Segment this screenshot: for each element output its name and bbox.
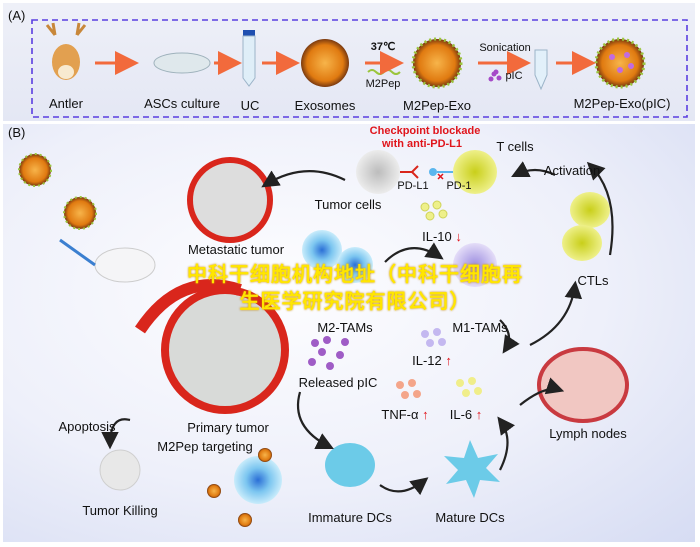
m2pep-label: M2Pep bbox=[365, 78, 401, 90]
il12-label: IL-12 ↑ bbox=[412, 354, 452, 367]
tnf-label: TNF-α ↑ bbox=[381, 408, 428, 421]
metastatic-tumor-label: Metastatic tumor bbox=[187, 242, 285, 257]
exosome-icon bbox=[301, 39, 349, 87]
il12-text: IL-12 bbox=[412, 353, 442, 368]
exosome-icon bbox=[207, 484, 221, 498]
petri-dish-icon bbox=[153, 52, 211, 74]
apoptosis-label: Apoptosis bbox=[58, 419, 116, 434]
lymph-nodes-label: Lymph nodes bbox=[549, 426, 627, 441]
increase-arrow-icon: ↑ bbox=[422, 407, 429, 422]
lymph-node-icon bbox=[537, 347, 629, 423]
m2pep-exo-pic-icon bbox=[594, 37, 646, 89]
syringe-icon bbox=[59, 238, 96, 267]
m1-tams-label: M1-TAMs bbox=[452, 320, 508, 335]
step-antler: Antler bbox=[49, 96, 83, 111]
step-ascs-culture: ASCs culture bbox=[144, 96, 220, 111]
m1-tam-icon bbox=[453, 243, 497, 287]
sonication-tube-icon bbox=[534, 49, 548, 91]
primary-tumor-label: Primary tumor bbox=[187, 420, 269, 435]
increase-arrow-icon: ↑ bbox=[445, 353, 452, 368]
il6-text: IL-6 bbox=[449, 407, 473, 422]
pd-1-label: PD-1 bbox=[446, 180, 472, 192]
pd-l1-label: PD-L1 bbox=[397, 180, 429, 192]
t-cell-icon bbox=[453, 150, 497, 194]
m2-tam-icon bbox=[337, 247, 373, 283]
mature-dcs-label: Mature DCs bbox=[435, 510, 505, 525]
ctl-icon bbox=[562, 225, 602, 261]
panel-b-label: (B) bbox=[8, 125, 26, 140]
exosome-icon bbox=[18, 153, 52, 187]
increase-arrow-icon: ↑ bbox=[475, 407, 483, 422]
pic-icon bbox=[488, 69, 502, 82]
pd-l1-antibody-icon bbox=[400, 165, 419, 179]
checkpoint-line1: Checkpoint blockade bbox=[369, 125, 481, 137]
m2pep-exo-icon bbox=[411, 37, 463, 89]
targeted-macrophage-icon bbox=[234, 456, 282, 504]
mouse-icon bbox=[94, 247, 156, 283]
checkpoint-line2: with anti-PD-L1 bbox=[381, 138, 463, 150]
il10-text: IL-10 bbox=[422, 229, 452, 244]
immature-dcs-label: Immature DCs bbox=[308, 510, 392, 525]
mature-dc-icon bbox=[444, 440, 500, 498]
anti-pd-l1-icon bbox=[429, 168, 437, 176]
il10-label: IL-10 ↓ bbox=[422, 230, 462, 243]
temperature-label: 37℃ bbox=[370, 41, 396, 53]
flow-arrows bbox=[101, 161, 614, 496]
released-pic-dots bbox=[308, 336, 349, 370]
il6-label: IL-6 ↑ bbox=[450, 408, 483, 421]
tumor-cell-icon bbox=[356, 150, 400, 194]
ctls-label: CTLs bbox=[577, 273, 609, 288]
m2pep-peptide-icon bbox=[367, 69, 401, 75]
centrifuge-tube-icon bbox=[242, 30, 256, 87]
step-exosomes: Exosomes bbox=[294, 98, 356, 113]
panel-a-label: (A) bbox=[8, 8, 26, 23]
ctl-icon bbox=[570, 192, 610, 228]
deer-icon bbox=[45, 22, 87, 80]
tnf-text: TNF-α bbox=[381, 407, 419, 422]
decrease-arrow-icon: ↓ bbox=[455, 229, 462, 244]
m2pep-targeting-label: M2Pep targeting bbox=[157, 439, 253, 454]
apoptotic-cell-icon bbox=[99, 449, 141, 491]
step-m2pep-exo-pic: M2Pep-Exo(pIC) bbox=[573, 96, 671, 111]
m2-tams-label: M2-TAMs bbox=[317, 320, 373, 335]
blood-vessel-icon bbox=[135, 279, 242, 334]
il12-cytokines bbox=[421, 328, 446, 347]
pic-label: pIC bbox=[505, 70, 523, 82]
tumor-killing-label: Tumor Killing bbox=[82, 503, 158, 518]
loaded-pic-dots bbox=[609, 52, 634, 73]
tumor-cells-label: Tumor cells bbox=[314, 197, 382, 212]
il6-cytokines bbox=[456, 377, 482, 397]
exosome-icon bbox=[63, 196, 97, 230]
metastatic-tumor-icon bbox=[187, 157, 273, 243]
exosome-icon bbox=[238, 513, 252, 527]
immature-dc-icon bbox=[325, 443, 375, 487]
block-x-icon bbox=[437, 173, 444, 180]
panel-a-frame bbox=[31, 19, 688, 118]
sonication-label: Sonication bbox=[479, 42, 531, 54]
t-cells-label: T cells bbox=[496, 139, 534, 154]
watermark: 中科干细胞机构地址（中科干细胞再生医学研究院有限公司） bbox=[187, 264, 523, 313]
m2-tam-icon bbox=[302, 230, 342, 270]
step-uc: UC bbox=[240, 98, 260, 113]
tnf-cytokines bbox=[396, 379, 421, 399]
il10-cytokines bbox=[420, 200, 448, 221]
activation-label: Activation bbox=[543, 163, 601, 178]
step-m2pep-exo: M2Pep-Exo bbox=[403, 98, 471, 113]
exosome-icon bbox=[258, 448, 272, 462]
released-pic-label: Released pIC bbox=[298, 375, 378, 390]
